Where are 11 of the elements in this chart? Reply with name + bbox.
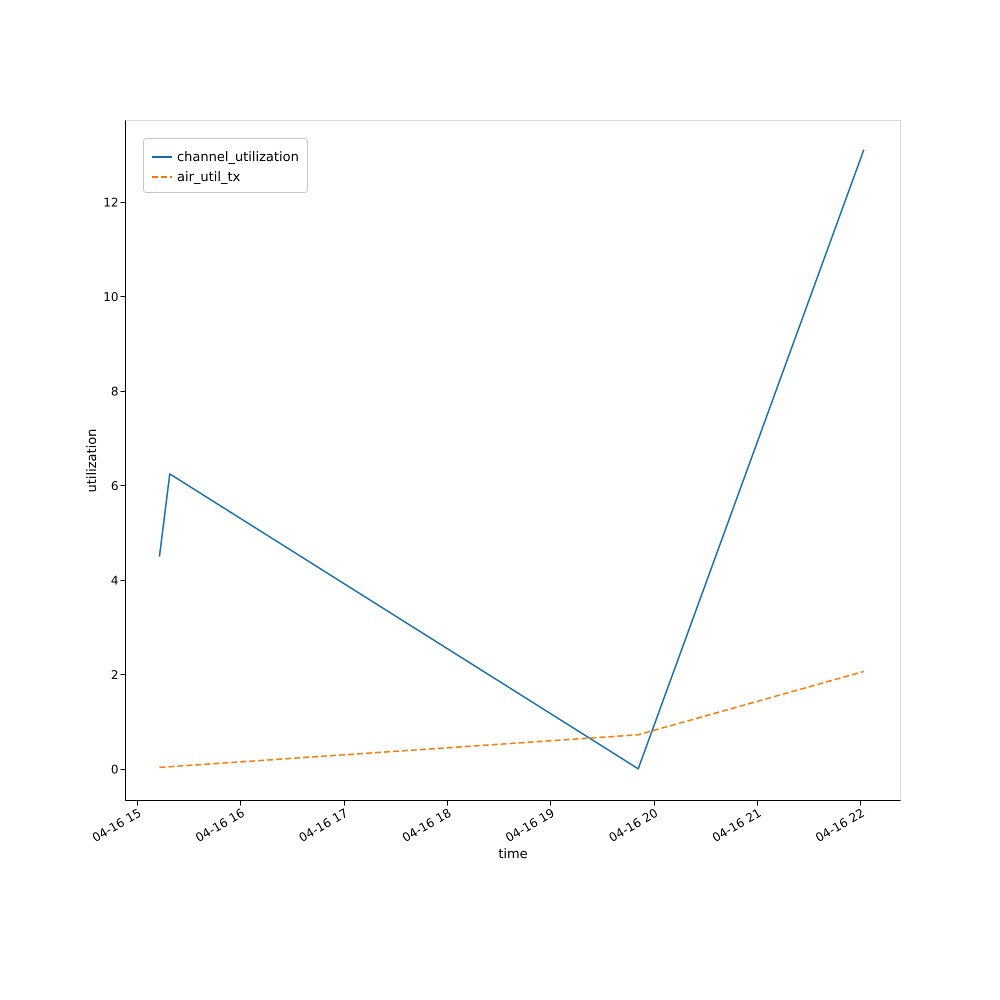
x-axis-title: time — [498, 847, 528, 862]
legend-label: air_util_tx — [177, 170, 241, 185]
y-axis-title: utilization — [85, 428, 100, 492]
y-tick-label: 12 — [103, 195, 118, 210]
y-tick-label: 10 — [103, 290, 118, 304]
y-tick-label: 4 — [110, 573, 118, 588]
y-tick-label: 2 — [110, 668, 118, 682]
y-tick-label: 8 — [110, 384, 118, 398]
legend-label: channel_utilization — [177, 150, 299, 165]
y-tick-label: 6 — [110, 478, 118, 493]
y-tick-label: 0 — [110, 762, 118, 776]
